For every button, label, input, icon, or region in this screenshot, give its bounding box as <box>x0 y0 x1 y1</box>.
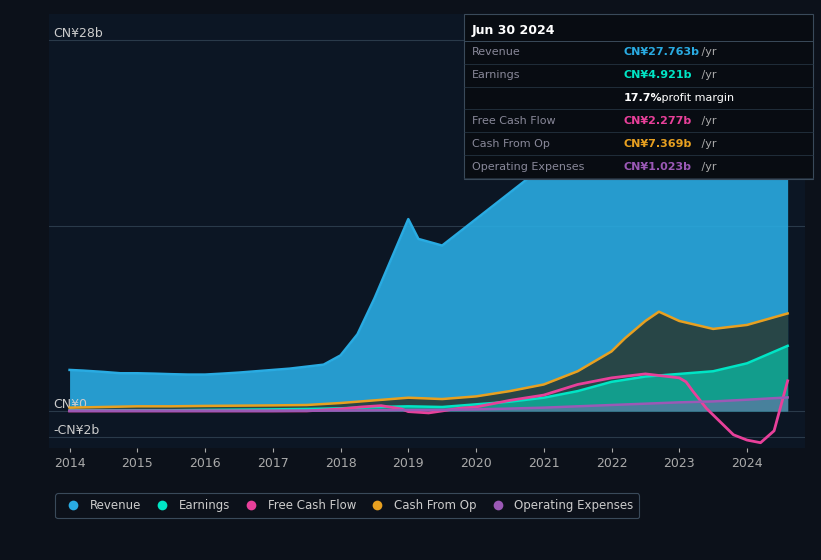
Text: profit margin: profit margin <box>658 93 735 103</box>
Text: CN¥7.369b: CN¥7.369b <box>624 139 692 149</box>
Legend: Revenue, Earnings, Free Cash Flow, Cash From Op, Operating Expenses: Revenue, Earnings, Free Cash Flow, Cash … <box>55 493 640 518</box>
Text: CN¥28b: CN¥28b <box>53 27 103 40</box>
Text: /yr: /yr <box>698 139 717 149</box>
Text: /yr: /yr <box>698 70 717 80</box>
Text: /yr: /yr <box>698 116 717 126</box>
Text: Revenue: Revenue <box>472 47 521 57</box>
Text: CN¥1.023b: CN¥1.023b <box>624 162 692 172</box>
Text: CN¥2.277b: CN¥2.277b <box>624 116 692 126</box>
Text: CN¥4.921b: CN¥4.921b <box>624 70 692 80</box>
Text: Earnings: Earnings <box>472 70 521 80</box>
Text: Cash From Op: Cash From Op <box>472 139 550 149</box>
Text: 17.7%: 17.7% <box>624 93 663 103</box>
Text: CN¥0: CN¥0 <box>53 398 87 411</box>
Text: -CN¥2b: -CN¥2b <box>53 424 99 437</box>
Text: /yr: /yr <box>698 47 717 57</box>
Text: /yr: /yr <box>698 162 717 172</box>
Text: Free Cash Flow: Free Cash Flow <box>472 116 556 126</box>
Text: Jun 30 2024: Jun 30 2024 <box>472 24 556 37</box>
Text: CN¥27.763b: CN¥27.763b <box>624 47 700 57</box>
Text: Operating Expenses: Operating Expenses <box>472 162 585 172</box>
